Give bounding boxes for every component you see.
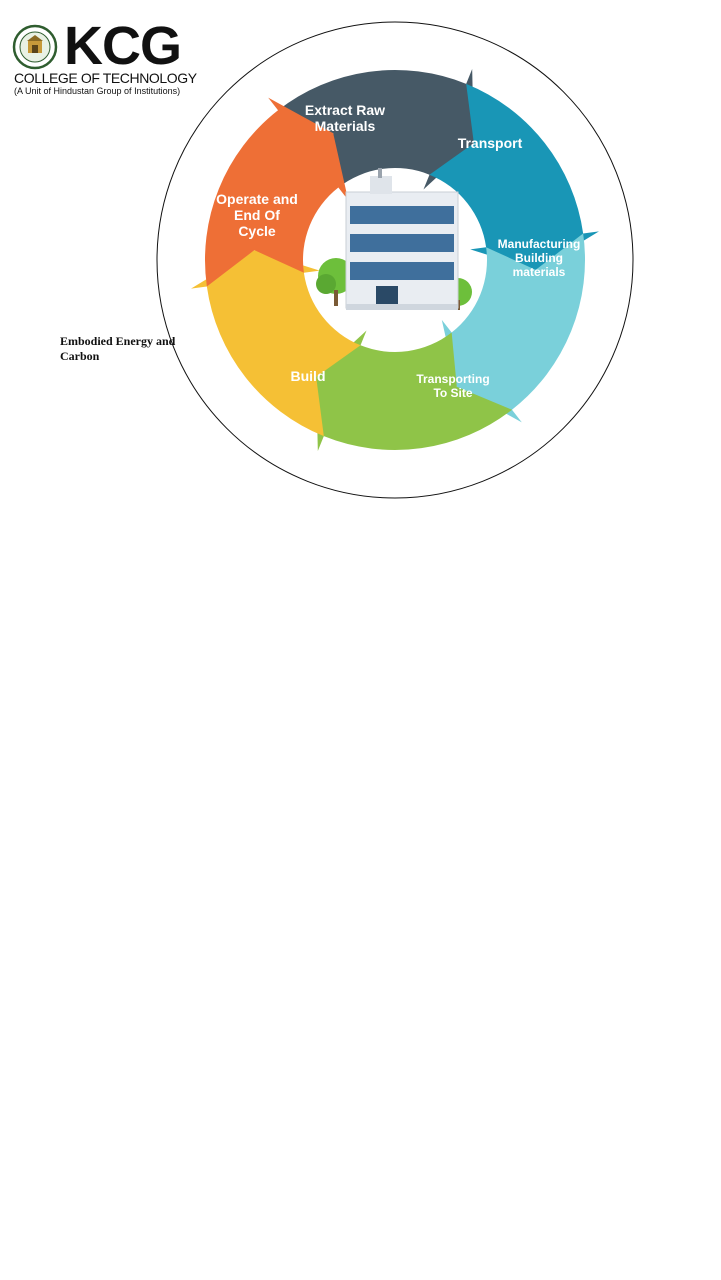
stage-label-transport: Transport — [458, 135, 523, 151]
building-illustration — [316, 168, 472, 310]
college-seal-icon — [12, 24, 58, 70]
stage-label-manufacturing: Manufacturing Building materials — [498, 237, 581, 279]
stage-arrow-manufacturing — [441, 233, 585, 423]
stage-label-operate: Operate and End Of Cycle — [216, 191, 298, 239]
lifecycle-diagram: Extract Raw Materials Transport Manufacturi… — [156, 21, 634, 499]
logo-subtitle: COLLEGE OF TECHNOLOGY — [14, 70, 197, 86]
outer-ring — [156, 21, 634, 499]
stage-arrow-transport — [429, 83, 599, 270]
college-logo: KCG COLLEGE OF TECHNOLOGY (A Unit of Hin… — [12, 16, 202, 100]
stage-arrow-transporting-to-site — [316, 330, 512, 451]
logo-unit-line: (A Unit of Hindustan Group of Institutio… — [14, 86, 181, 96]
diagram-side-title: Embodied Energy and Carbon — [60, 334, 176, 363]
stage-arrow-build — [191, 250, 361, 437]
stage-arrow-operate — [205, 97, 349, 287]
logo-name: KCG — [64, 16, 182, 76]
stage-label-build: Build — [291, 368, 326, 384]
stage-arrow-extract — [278, 69, 474, 190]
stage-label-transporting-to-site: Transporting To Site — [416, 372, 489, 400]
stage-label-extract: Extract Raw Materials — [305, 102, 385, 134]
